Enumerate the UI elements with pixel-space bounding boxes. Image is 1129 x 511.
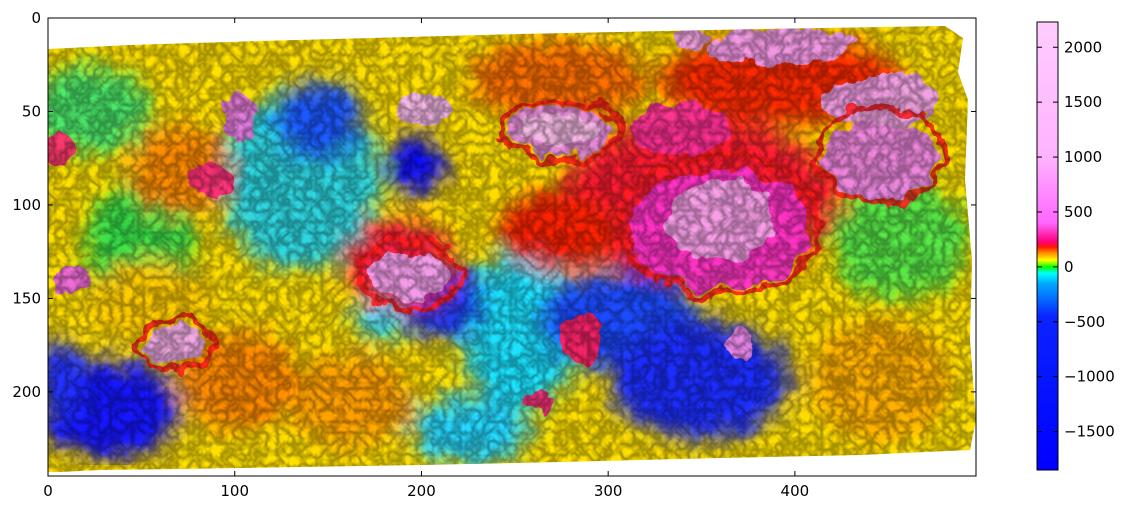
x-tick-label: 0	[43, 482, 53, 500]
colorbar-scale	[1036, 21, 1059, 471]
y-tick-label: 100	[12, 196, 41, 214]
y-tick-label: 50	[22, 102, 41, 120]
colorbar-tick-label: 500	[1064, 203, 1093, 221]
colorbar-tick-label: 0	[1064, 258, 1074, 276]
colorbar-tick-label: −500	[1064, 313, 1105, 331]
y-tick-label: 150	[12, 289, 41, 307]
magnetic-anomaly-map	[48, 26, 976, 472]
x-tick-label: 200	[407, 482, 436, 500]
y-tick-label: 0	[31, 9, 41, 27]
colorbar-tick-label: −1000	[1064, 368, 1115, 386]
y-axis: 0 50 100 150 200	[12, 9, 976, 401]
x-axis: 0 100 200 300 400	[43, 18, 809, 500]
y-tick-label: 200	[12, 383, 41, 401]
colorbar-tick-label: −1500	[1064, 423, 1115, 441]
colorbar-tick-label: 1000	[1064, 148, 1102, 166]
x-tick-label: 400	[781, 482, 810, 500]
colorbar: −1500 −1000 −500 0 500 1000 1500 2000	[1036, 21, 1115, 471]
x-tick-label: 300	[594, 482, 623, 500]
plot-frame	[47, 17, 977, 477]
colorbar-tick-label: 2000	[1064, 38, 1102, 56]
x-tick-label: 100	[220, 482, 249, 500]
colorbar-tick-label: 1500	[1064, 93, 1102, 111]
colorbar-ticks: −1500 −1000 −500 0 500 1000 1500 2000	[1037, 38, 1115, 441]
